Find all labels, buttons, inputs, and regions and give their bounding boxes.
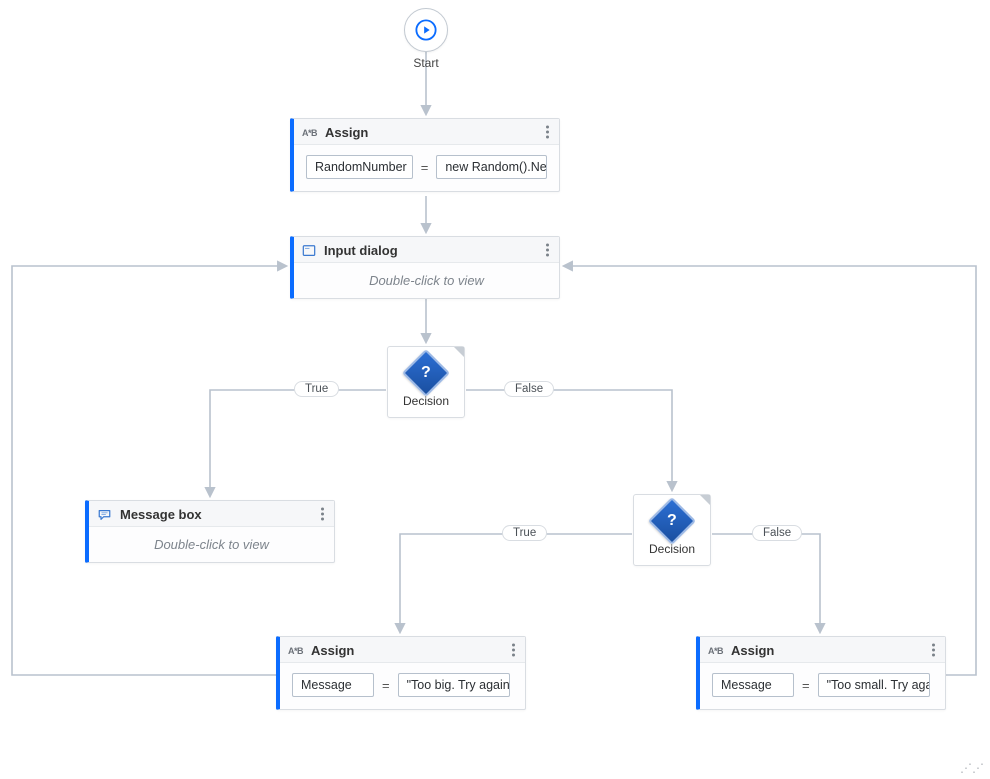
activity-title: Assign — [325, 125, 551, 140]
decision-diamond-icon: ? — [648, 497, 696, 545]
more-icon[interactable] — [512, 643, 515, 656]
assign-activity-random[interactable]: A*B Assign RandomNumber = new Random().N… — [290, 118, 560, 192]
assign-var-field[interactable]: RandomNumber — [306, 155, 413, 179]
activity-hint: Double-click to view — [294, 263, 559, 298]
connector-line — [12, 266, 286, 675]
branch-label-true: True — [502, 525, 547, 541]
more-icon[interactable] — [321, 507, 324, 520]
branch-label-true: True — [294, 381, 339, 397]
assign-icon: A*B — [288, 646, 303, 656]
assign-icon: A*B — [302, 128, 317, 138]
activity-title: Input dialog — [324, 243, 551, 258]
more-icon[interactable] — [932, 643, 935, 656]
assign-var-field[interactable]: Message — [712, 673, 794, 697]
connector-line — [400, 534, 632, 632]
branch-label-false: False — [504, 381, 554, 397]
message-box-activity[interactable]: Message box Double-click to view — [85, 500, 335, 563]
decision-node-1[interactable]: ? Decision — [386, 346, 466, 418]
branch-label-false: False — [752, 525, 802, 541]
decision-diamond-icon: ? — [402, 349, 450, 397]
connector-line — [466, 390, 672, 490]
fold-corner-icon — [700, 495, 710, 505]
equals-label: = — [800, 678, 812, 693]
dialog-icon — [302, 244, 316, 258]
activity-title: Message box — [120, 507, 326, 522]
assign-value-field[interactable]: "Too big. Try again — [398, 673, 510, 697]
resize-grip-icon[interactable]: ⋰⋰ — [960, 761, 984, 775]
more-icon[interactable] — [546, 125, 549, 138]
activity-hint: Double-click to view — [89, 527, 334, 562]
assign-activity-too-big[interactable]: A*B Assign Message = "Too big. Try again — [276, 636, 526, 710]
start-label: Start — [404, 56, 448, 70]
assign-var-field[interactable]: Message — [292, 673, 374, 697]
equals-label: = — [419, 160, 431, 175]
start-node[interactable]: Start — [404, 8, 448, 70]
connector-line — [712, 534, 820, 632]
connector-line — [564, 266, 976, 675]
connector-line — [210, 390, 386, 496]
assign-activity-too-small[interactable]: A*B Assign Message = "Too small. Try aga — [696, 636, 946, 710]
fold-corner-icon — [454, 347, 464, 357]
assign-value-field[interactable]: new Random().Nex — [436, 155, 547, 179]
decision-node-2[interactable]: ? Decision — [632, 494, 712, 566]
equals-label: = — [380, 678, 392, 693]
activity-title: Assign — [311, 643, 517, 658]
assign-icon: A*B — [708, 646, 723, 656]
play-icon — [415, 19, 437, 41]
input-dialog-activity[interactable]: Input dialog Double-click to view — [290, 236, 560, 299]
message-icon — [97, 508, 112, 522]
activity-title: Assign — [731, 643, 937, 658]
start-circle — [404, 8, 448, 52]
more-icon[interactable] — [546, 243, 549, 256]
assign-value-field[interactable]: "Too small. Try aga — [818, 673, 930, 697]
